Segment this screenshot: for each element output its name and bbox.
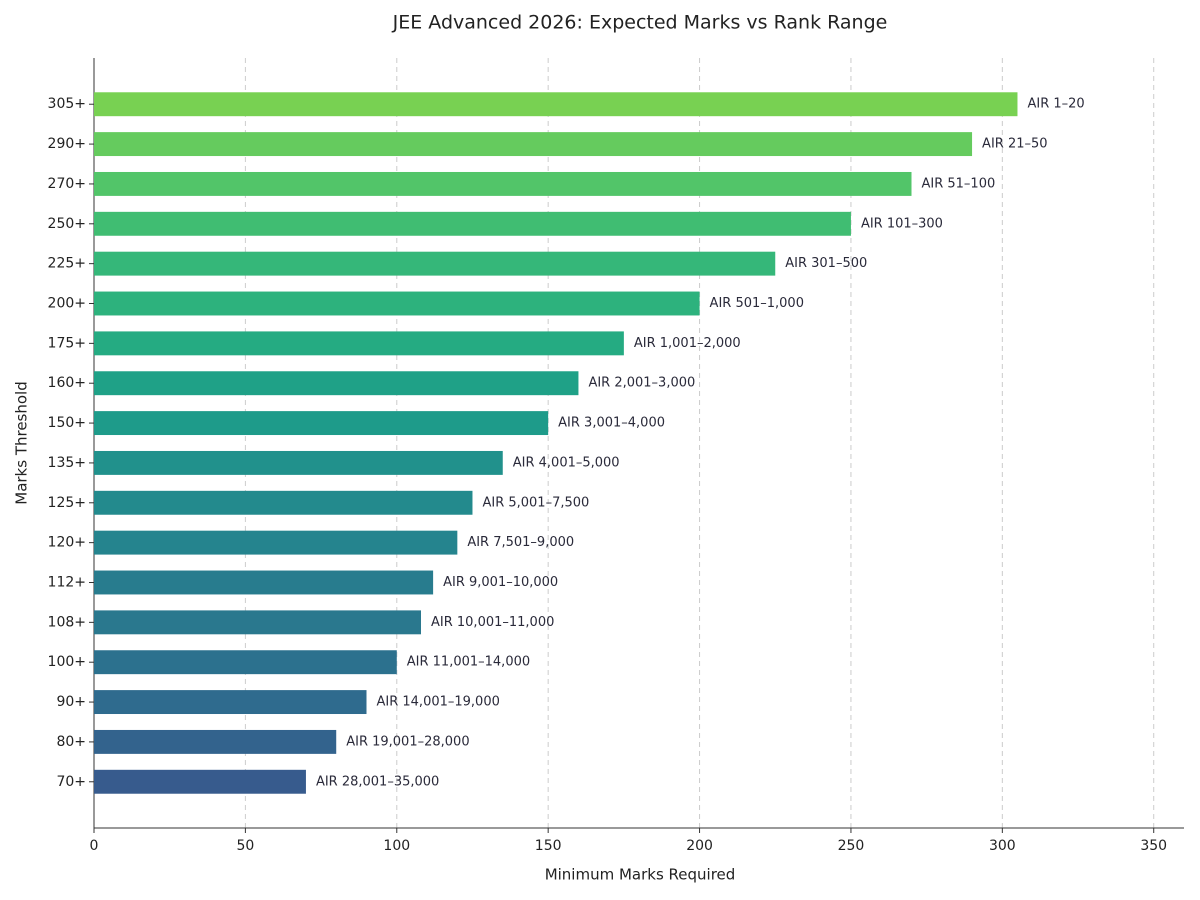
bar bbox=[94, 171, 912, 196]
bar-annotation: AIR 2,001–3,000 bbox=[588, 376, 695, 391]
bar bbox=[94, 331, 624, 356]
x-tick-label: 0 bbox=[90, 838, 99, 854]
bar-annotation: AIR 1,001–2,000 bbox=[634, 336, 741, 351]
y-tick-label: 100+ bbox=[48, 654, 86, 670]
bar-annotation: AIR 501–1,000 bbox=[710, 296, 804, 311]
chart-title: JEE Advanced 2026: Expected Marks vs Ran… bbox=[392, 12, 888, 34]
bar bbox=[94, 729, 337, 754]
bar-annotation: AIR 51–100 bbox=[922, 176, 996, 191]
bar bbox=[94, 610, 421, 635]
bar-annotation: AIR 101–300 bbox=[861, 216, 943, 231]
y-tick-label: 250+ bbox=[48, 216, 86, 232]
y-tick-label: 200+ bbox=[48, 296, 86, 312]
x-tick-label: 350 bbox=[1140, 838, 1167, 854]
bar-annotation: AIR 21–50 bbox=[982, 137, 1047, 152]
y-tick-label: 125+ bbox=[48, 495, 86, 511]
y-tick-label: 112+ bbox=[48, 574, 86, 590]
bar-annotation: AIR 28,001–35,000 bbox=[316, 774, 439, 789]
bar bbox=[94, 570, 434, 595]
bar bbox=[94, 450, 503, 475]
y-tick-label: 175+ bbox=[48, 335, 86, 351]
y-tick-label: 135+ bbox=[48, 455, 86, 471]
bar-annotation: AIR 5,001–7,500 bbox=[482, 495, 589, 510]
bar-annotation: AIR 1–20 bbox=[1027, 97, 1084, 112]
y-axis-label: Marks Threshold bbox=[13, 381, 31, 505]
y-tick-label: 108+ bbox=[48, 614, 86, 630]
x-tick-label: 50 bbox=[236, 838, 254, 854]
x-axis-label: Minimum Marks Required bbox=[545, 866, 736, 884]
bar-annotation: AIR 10,001–11,000 bbox=[431, 615, 554, 630]
bar-annotation: AIR 7,501–9,000 bbox=[467, 535, 574, 550]
bar-annotation: AIR 3,001–4,000 bbox=[558, 416, 665, 431]
y-tick-label: 70+ bbox=[56, 774, 86, 790]
bar bbox=[94, 371, 579, 396]
x-tick-label: 300 bbox=[989, 838, 1016, 854]
y-tick-label: 160+ bbox=[48, 375, 86, 391]
bar-annotation: AIR 14,001–19,000 bbox=[377, 695, 500, 710]
y-tick-label: 225+ bbox=[48, 256, 86, 272]
bar bbox=[94, 490, 473, 515]
y-tick-label: 290+ bbox=[48, 136, 86, 152]
bar bbox=[94, 411, 549, 436]
x-tick-label: 150 bbox=[535, 838, 562, 854]
bar bbox=[94, 92, 1018, 117]
y-tick-label: 305+ bbox=[48, 96, 86, 112]
bar-annotation: AIR 11,001–14,000 bbox=[407, 655, 530, 670]
bar bbox=[94, 690, 367, 715]
bar bbox=[94, 291, 700, 316]
x-tick-label: 200 bbox=[686, 838, 713, 854]
x-tick-label: 250 bbox=[838, 838, 865, 854]
x-tick-label: 100 bbox=[383, 838, 410, 854]
y-tick-label: 270+ bbox=[48, 176, 86, 192]
bar bbox=[94, 251, 776, 276]
y-tick-label: 120+ bbox=[48, 535, 86, 551]
y-tick-label: 80+ bbox=[56, 734, 86, 750]
y-tick-label: 150+ bbox=[48, 415, 86, 431]
bar bbox=[94, 211, 851, 236]
bar bbox=[94, 769, 306, 794]
bar-annotation: AIR 9,001–10,000 bbox=[443, 575, 558, 590]
bar-annotation: AIR 4,001–5,000 bbox=[513, 455, 620, 470]
bar-annotation: AIR 301–500 bbox=[785, 256, 867, 271]
bar bbox=[94, 650, 397, 675]
bar bbox=[94, 132, 973, 157]
y-tick-label: 90+ bbox=[56, 694, 86, 710]
bar bbox=[94, 530, 458, 555]
bar-annotation: AIR 19,001–28,000 bbox=[346, 734, 469, 749]
